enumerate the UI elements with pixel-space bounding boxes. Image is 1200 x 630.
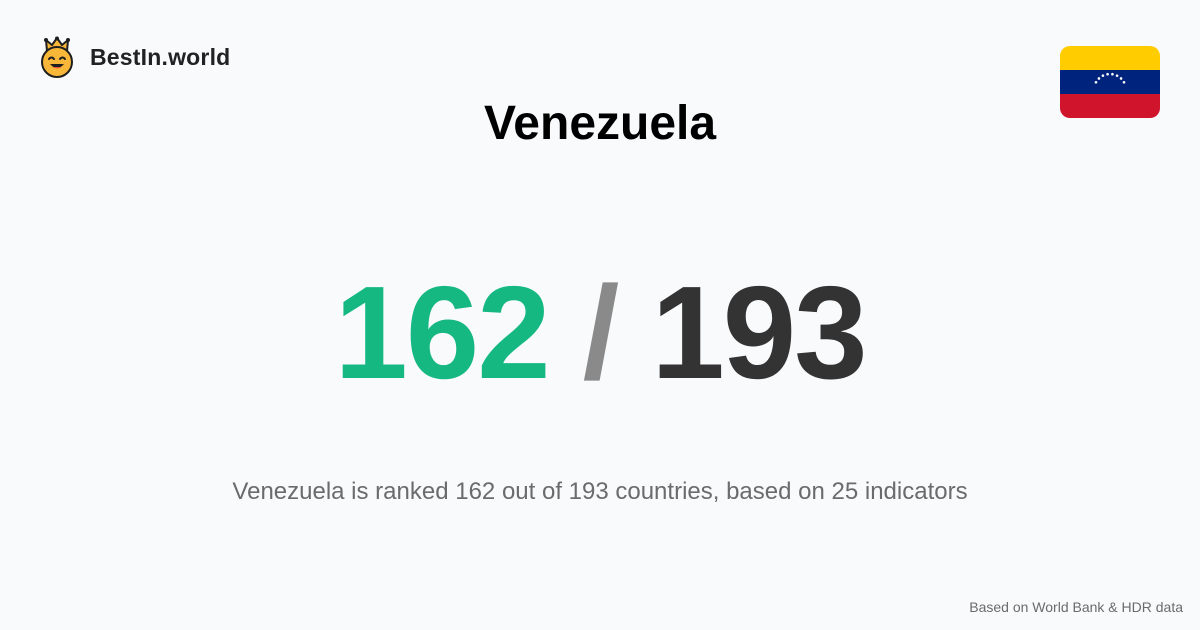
flag-star (1122, 80, 1126, 84)
flag-star (1094, 80, 1098, 84)
rank-separator: / (582, 259, 620, 406)
flag-star (1097, 77, 1101, 80)
crowned-smiley-icon (41, 36, 73, 78)
ranking-summary: Venezuela is ranked 162 out of 193 count… (232, 478, 968, 505)
brand-name: BestIn.world (90, 43, 231, 70)
data-source-note: Based on World Bank & HDR data (969, 599, 1183, 615)
country-title: Venezuela (483, 97, 717, 150)
flag-star (1119, 77, 1123, 80)
flag-star (1111, 72, 1114, 76)
rank-total: 193 (651, 259, 867, 406)
flag-star (1115, 74, 1119, 77)
flag-star (1101, 74, 1105, 77)
venezuela-flag-icon (1060, 46, 1160, 118)
flag-star (1106, 72, 1109, 76)
rank-display: 162/193 (0, 258, 1200, 408)
brand[interactable]: BestIn.world (38, 36, 230, 78)
rank-position: 162 (334, 259, 550, 406)
